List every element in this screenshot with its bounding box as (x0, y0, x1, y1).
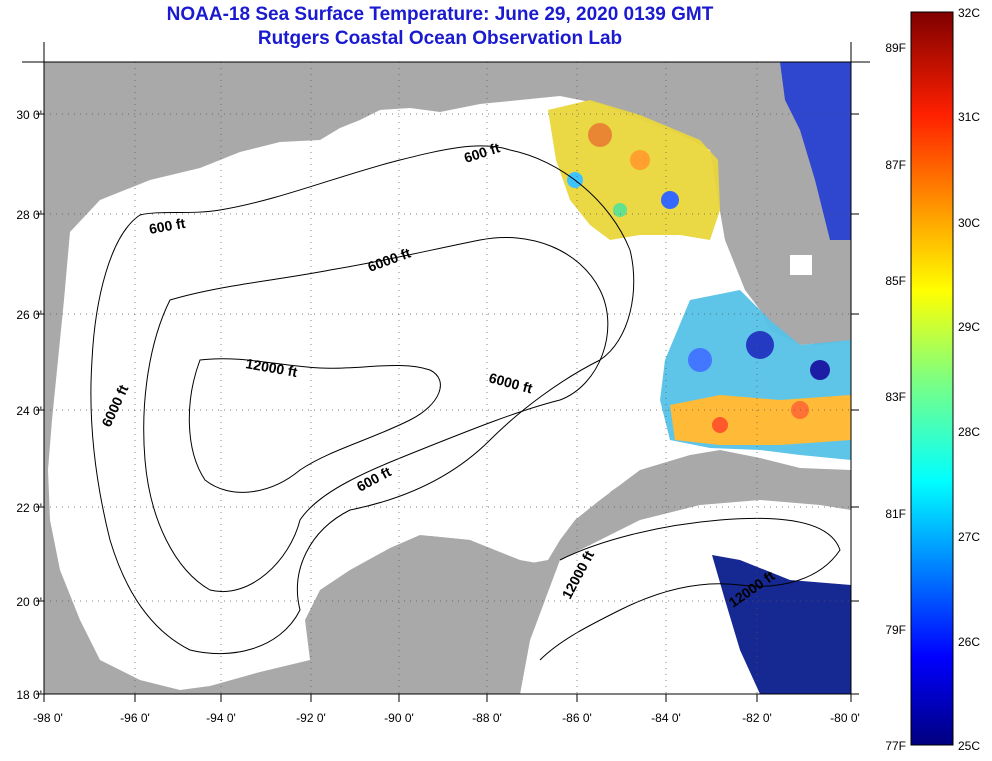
lat-label: 22 0' (16, 501, 42, 515)
lat-label: 26 0' (16, 308, 42, 322)
map-area: 600 ft 600 ft 600 ft 6000 ft 6000 ft 600… (44, 62, 851, 694)
lon-label: -98 0' (33, 711, 63, 725)
sst-colorbar (910, 11, 954, 746)
contour-12000ft (188, 358, 441, 493)
contour-600ft (90, 145, 635, 655)
lon-label: -90 0' (384, 711, 414, 725)
lat-label: 24 0' (16, 404, 42, 418)
lon-label: -86 0' (562, 711, 592, 725)
contour-6000ft (143, 236, 609, 592)
frame-ticks (22, 42, 870, 702)
lon-label: -84 0' (651, 711, 681, 725)
colorbar-f-label: 79F (885, 623, 906, 637)
map-frame (43, 61, 852, 695)
colorbar-c-label: 31C (958, 110, 980, 124)
lon-label: -96 0' (120, 711, 150, 725)
lon-label: -88 0' (472, 711, 502, 725)
colorbar-f-label: 77F (885, 739, 906, 753)
lon-label: -92 0' (296, 711, 326, 725)
cuba-land (610, 462, 851, 500)
bathymetry-contours (90, 145, 841, 661)
lon-label: -94 0' (206, 711, 236, 725)
sst-patch-east-florida (780, 62, 851, 240)
map-title: NOAA-18 Sea Surface Temperature: June 29… (166, 4, 714, 25)
lat-label: 28 0' (16, 208, 42, 222)
map-subtitle: Rutgers Coastal Ocean Observation Lab (257, 28, 623, 49)
colorbar-c-label: 29C (958, 320, 980, 334)
colorbar-c-label: 30C (958, 216, 980, 230)
sst-patch-caribbean (712, 555, 851, 694)
colorbar-c-label: 32C (958, 6, 980, 20)
yucatan-land (330, 536, 548, 694)
lat-label: 18 0' (16, 688, 42, 702)
lon-label: -82 0' (742, 711, 772, 725)
colorbar-f-label: 87F (885, 158, 906, 172)
lat-label: 30 0' (16, 108, 42, 122)
colorbar-c-label: 27C (958, 530, 980, 544)
sst-data-patches (548, 62, 851, 694)
colorbar-f-label: 83F (885, 390, 906, 404)
colorbar-f-label: 81F (885, 507, 906, 521)
lat-label: 20 0' (16, 595, 42, 609)
colorbar-c-label: 26C (958, 635, 980, 649)
lat-lon-grid (44, 62, 851, 694)
lon-label: -80 0' (830, 711, 860, 725)
lake-okeechobee (790, 255, 812, 275)
colorbar-c-label: 28C (958, 425, 980, 439)
colorbar-f-label: 89F (885, 41, 906, 55)
colorbar-f-label: 85F (885, 274, 906, 288)
colorbar-c-label: 25C (958, 739, 980, 753)
contour-label: 600 ft (148, 215, 187, 237)
contour-caribbean (539, 517, 841, 661)
gulf-water (48, 96, 851, 690)
